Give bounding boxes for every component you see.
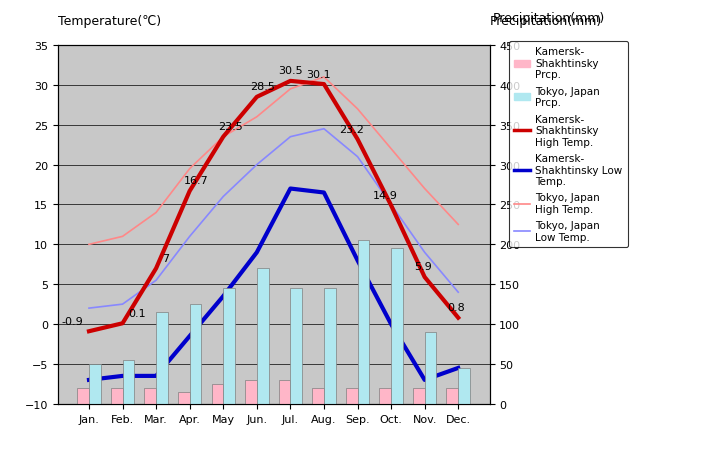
- Text: 7: 7: [162, 253, 168, 263]
- Text: 14.9: 14.9: [373, 190, 398, 200]
- Text: 0.1: 0.1: [128, 308, 145, 318]
- Text: 28.5: 28.5: [250, 82, 275, 92]
- Text: 30.1: 30.1: [306, 69, 331, 79]
- Text: 23.5: 23.5: [217, 122, 243, 132]
- Text: 16.7: 16.7: [184, 176, 209, 186]
- Bar: [257, 269, 269, 404]
- Text: Temperature(℃): Temperature(℃): [58, 15, 161, 28]
- Bar: [178, 392, 189, 404]
- Bar: [346, 388, 358, 404]
- Bar: [379, 388, 391, 404]
- Bar: [77, 388, 89, 404]
- Bar: [458, 368, 470, 404]
- Bar: [425, 332, 436, 404]
- Text: 5.9: 5.9: [414, 262, 431, 272]
- Bar: [312, 388, 324, 404]
- Bar: [324, 289, 336, 404]
- Bar: [111, 388, 122, 404]
- Bar: [145, 388, 156, 404]
- Bar: [223, 289, 235, 404]
- Bar: [290, 289, 302, 404]
- Text: 0.8: 0.8: [447, 302, 465, 313]
- Bar: [89, 364, 101, 404]
- Bar: [245, 380, 257, 404]
- Text: Precipitation(mm): Precipitation(mm): [493, 12, 606, 25]
- Text: 23.2: 23.2: [340, 124, 364, 134]
- Bar: [212, 384, 223, 404]
- Bar: [156, 313, 168, 404]
- Legend: Kamersk-
Shakhtinsky
Prcp., Tokyo, Japan
Prcp., Kamersk-
Shakhtinsky
High Temp.,: Kamersk- Shakhtinsky Prcp., Tokyo, Japan…: [509, 42, 628, 247]
- Bar: [391, 249, 402, 404]
- Text: -0.9: -0.9: [62, 316, 84, 326]
- Bar: [413, 388, 425, 404]
- Bar: [358, 241, 369, 404]
- Text: 30.5: 30.5: [278, 66, 302, 76]
- Bar: [279, 380, 290, 404]
- Bar: [446, 388, 458, 404]
- Bar: [122, 360, 135, 404]
- Bar: [189, 304, 202, 404]
- Text: Precipitation(mm): Precipitation(mm): [490, 15, 602, 28]
